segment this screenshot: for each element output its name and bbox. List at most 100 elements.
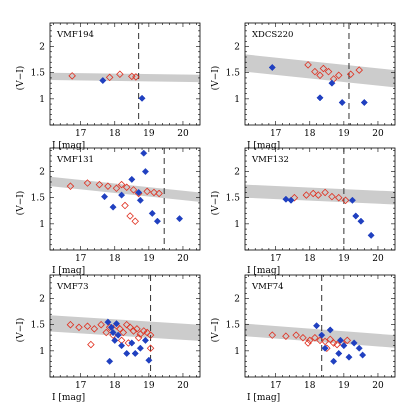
x-tick-label: 19	[143, 129, 155, 139]
open-diamond-marker	[116, 70, 124, 79]
panel-title: VMF74	[251, 282, 284, 292]
panel-frame	[244, 274, 396, 378]
filled-diamond-marker	[316, 94, 324, 102]
filled-diamond-marker	[138, 94, 146, 102]
filled-diamond-marker	[112, 320, 121, 328]
open-diamond-marker	[116, 325, 124, 333]
x-axis-label: I [mag]	[52, 393, 85, 403]
x-tick-label: 17	[270, 254, 282, 264]
y-tick-label: 1	[234, 95, 240, 105]
open-diamond-marker	[143, 328, 151, 337]
filled-diamond-marker	[350, 339, 358, 347]
filled-diamond-marker	[135, 188, 143, 197]
x-tick-label: 18	[304, 129, 316, 139]
open-diamond-marker	[341, 196, 350, 205]
relation-band	[245, 184, 395, 205]
open-diamond-marker	[97, 320, 105, 329]
open-diamond-marker	[299, 334, 307, 342]
x-tick-label: 18	[109, 381, 121, 391]
open-diamond-marker	[326, 335, 334, 344]
open-diamond-marker	[343, 336, 352, 345]
y-axis-label: (V−I)	[210, 191, 221, 216]
x-tick-label: 20	[372, 129, 384, 139]
open-diamond-marker	[346, 70, 355, 79]
x-tick-label: 18	[109, 254, 121, 264]
chart-panel-1: 17 18 19 20 1 1.5 2 I [mag] (V−I) VMF194	[15, 22, 201, 151]
y-tick-label: 1.5	[226, 194, 241, 204]
x-tick-label: 19	[338, 381, 350, 391]
x-tick-label: 20	[177, 254, 189, 264]
open-diamond-marker	[109, 331, 117, 339]
open-diamond-marker	[292, 331, 300, 339]
x-tick-label: 17	[75, 381, 87, 391]
y-tick-label: 1	[39, 95, 45, 105]
filled-diamond-marker	[131, 349, 139, 358]
open-diamond-marker	[83, 322, 92, 331]
filled-diamond-marker	[136, 196, 144, 204]
filled-diamond-marker	[106, 357, 114, 365]
plot-area	[245, 148, 395, 250]
filled-diamond-marker	[104, 318, 112, 326]
open-diamond-marker	[316, 336, 324, 345]
open-diamond-marker	[311, 334, 319, 342]
open-diamond-marker	[324, 67, 333, 76]
y-tick-label: 1.5	[226, 69, 241, 79]
open-diamond-marker	[355, 66, 363, 74]
filled-diamond-marker	[360, 98, 368, 107]
x-tick-label: 18	[304, 254, 316, 264]
open-diamond-marker	[129, 327, 138, 335]
open-diamond-marker	[329, 339, 338, 347]
open-diamond-marker	[126, 212, 134, 220]
x-tick-label: 18	[304, 381, 316, 391]
y-tick-label: 2	[234, 295, 240, 305]
open-diamond-marker	[68, 72, 76, 80]
y-tick-label: 2	[39, 43, 45, 53]
filled-diamond-marker	[357, 217, 365, 225]
y-axis-label: (V−I)	[15, 318, 26, 343]
open-diamond-marker	[334, 71, 343, 80]
open-diamond-marker	[302, 191, 311, 199]
y-axis-label: (V−I)	[210, 66, 221, 91]
filled-diamond-marker	[153, 217, 161, 225]
filled-diamond-marker	[145, 356, 153, 364]
chart-panel-6: 17 18 19 20 1 1.5 2 I [mag] (V−I) VMF74	[210, 274, 396, 403]
open-diamond-marker	[66, 320, 75, 329]
open-diamond-marker	[122, 320, 131, 329]
relation-band	[50, 315, 200, 341]
y-tick-label: 1.5	[31, 321, 46, 331]
filled-diamond-marker	[340, 342, 348, 350]
y-tick-label: 1.5	[31, 194, 46, 204]
y-axis-label: (V−I)	[15, 66, 26, 91]
open-diamond-marker	[282, 332, 290, 340]
plot-area	[245, 23, 395, 125]
open-diamond-marker	[150, 188, 158, 197]
panel-title: VMF132	[251, 155, 289, 165]
filled-diamond-marker	[99, 76, 107, 85]
filled-diamond-marker	[348, 196, 356, 204]
filled-diamond-marker	[136, 344, 144, 352]
filled-diamond-marker	[128, 339, 136, 347]
open-diamond-marker	[306, 336, 314, 345]
open-diamond-marker	[102, 328, 111, 337]
chart-panel-3: 17 18 19 20 1 1.5 2 I [mag] (V−I) VMF131	[15, 147, 201, 276]
open-diamond-marker	[105, 73, 114, 82]
filled-diamond-marker	[355, 344, 363, 352]
open-diamond-marker	[133, 325, 141, 333]
open-diamond-marker	[304, 61, 312, 69]
filled-diamond-marker	[338, 98, 346, 107]
y-tick-label: 2	[39, 168, 45, 178]
open-diamond-marker	[131, 217, 139, 225]
filled-diamond-marker	[345, 353, 353, 361]
open-diamond-marker	[139, 327, 148, 335]
y-axis-label: (V−I)	[15, 191, 26, 216]
filled-diamond-marker	[321, 344, 329, 352]
y-tick-label: 1.5	[31, 69, 46, 79]
filled-diamond-marker	[141, 336, 150, 344]
chart-panel-4: 17 18 19 20 1 1.5 2 I [mag] (V−I) VMF132	[210, 147, 396, 276]
x-axis-label: I [mag]	[247, 393, 280, 403]
plot-area	[50, 148, 200, 250]
open-diamond-marker	[132, 73, 140, 81]
x-tick-label: 17	[75, 129, 87, 139]
open-diamond-marker	[90, 325, 99, 333]
x-tick-label: 18	[109, 129, 121, 139]
